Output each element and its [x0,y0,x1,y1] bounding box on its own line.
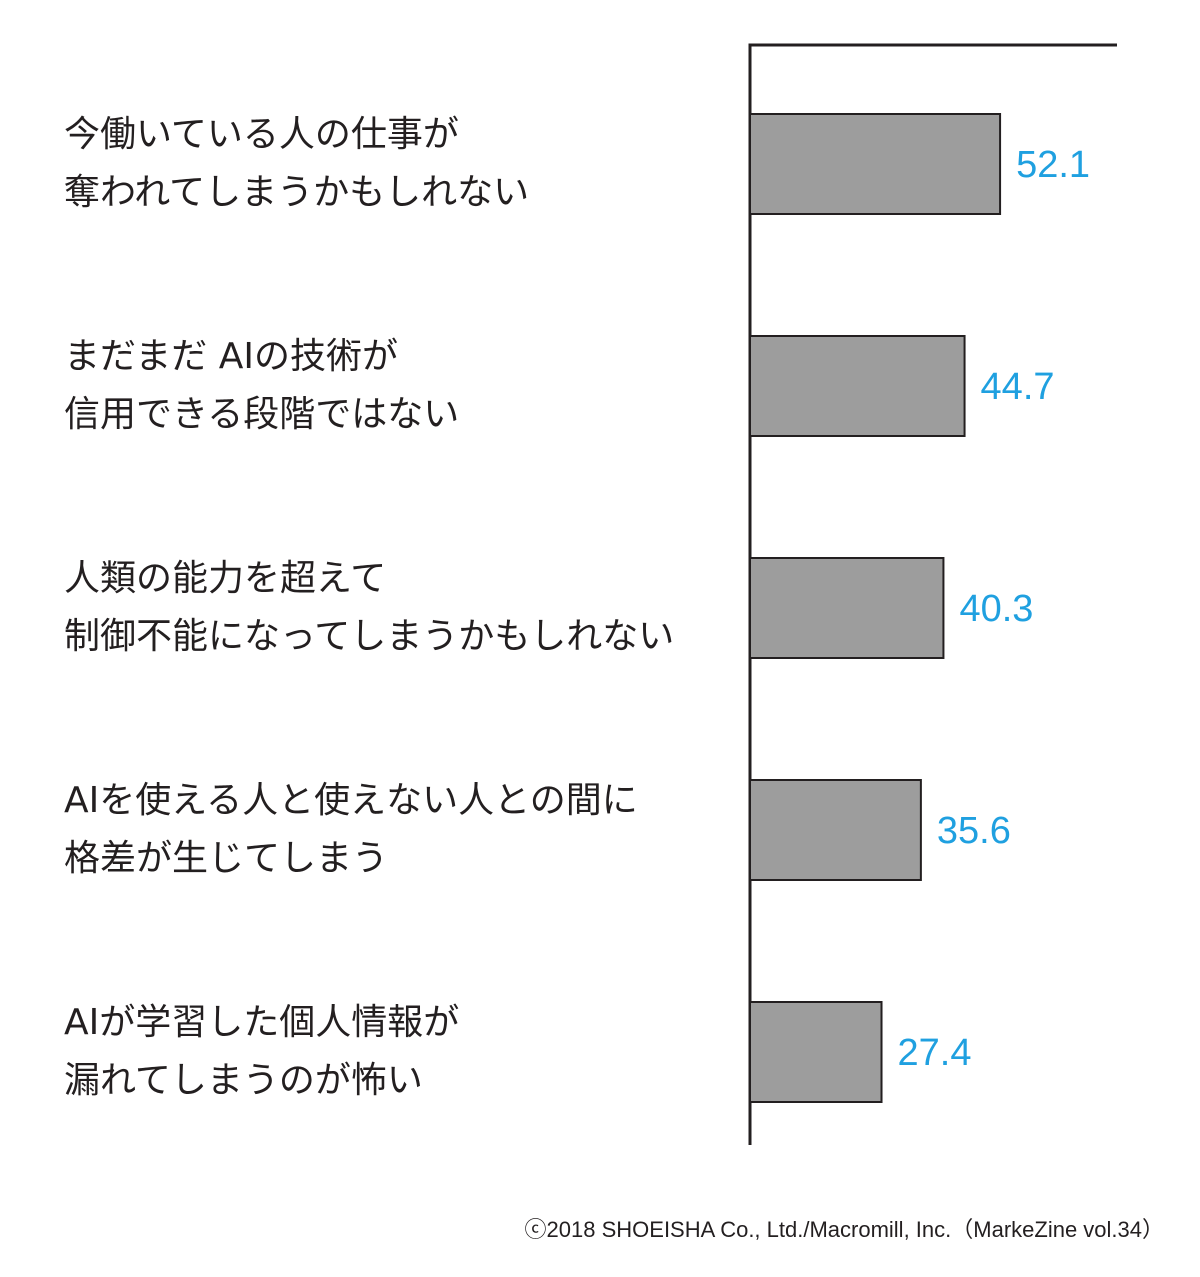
category-label-4-line-1: AIを使える人と使えない人との間に [64,780,638,821]
bar-1 [749,113,1002,215]
category-label-5-line-1: AIが学習した個人情報が [64,1002,459,1043]
category-label-2-line-1: まだまだ AIの技術が [64,336,398,377]
category-label-2-line-2: 信用できる段階ではない [64,394,459,435]
value-label-5: 27.4 [898,1032,972,1074]
bar-3 [749,557,945,659]
category-label-5-line-2: 漏れてしまうのが怖い [64,1060,423,1101]
copyright-credit: ⓒ2018 SHOEISHA Co., Ltd./Macromill, Inc.… [524,1217,1164,1242]
value-label-1: 52.1 [1016,144,1090,186]
bar-4 [749,779,922,881]
category-label-1-line-2: 奪われてしまうかもしれない [64,172,529,213]
bar-2 [749,335,966,437]
category-label-4-line-2: 格差が生じてしまう [64,838,388,879]
category-label-3-line-1: 人類の能力を超えて [64,558,386,599]
value-label-3: 40.3 [959,588,1033,630]
value-label-4: 35.6 [937,810,1011,852]
category-label-1-line-1: 今働いている人の仕事が [64,114,459,155]
category-label-3-line-2: 制御不能になってしまうかもしれない [64,616,674,657]
bar-5 [749,1001,883,1103]
chart-axis [748,43,1117,1145]
value-label-2: 44.7 [981,366,1055,408]
